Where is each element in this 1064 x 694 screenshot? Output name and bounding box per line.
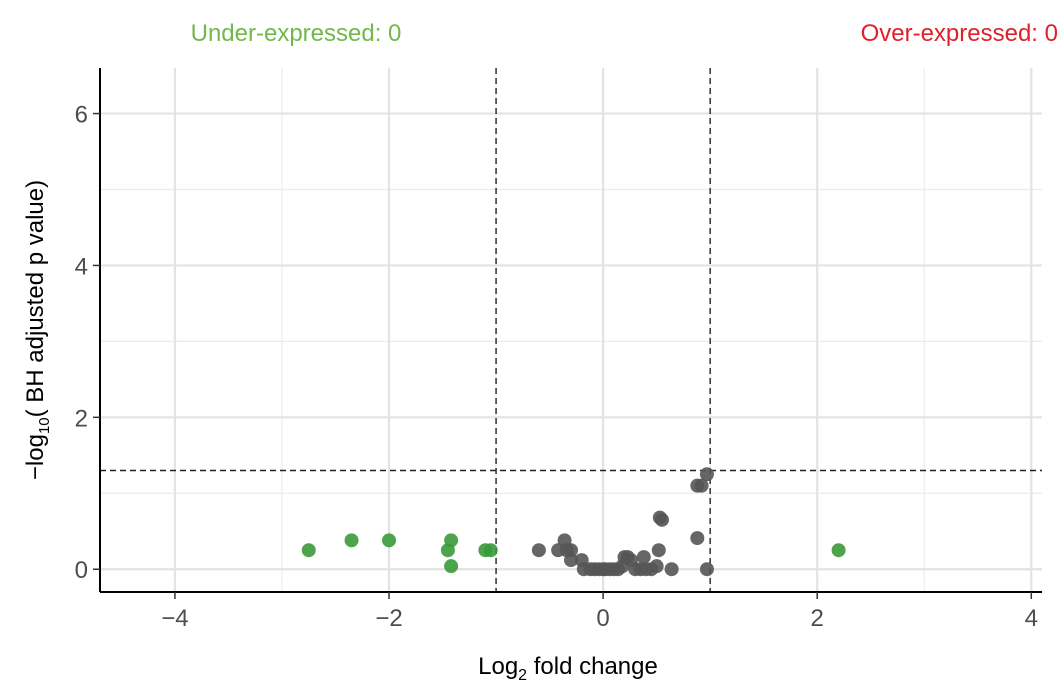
x-axis-title-subscript: 2 (518, 667, 527, 684)
significant-point (301, 543, 316, 558)
non-significant-point (564, 543, 578, 558)
significant-point (382, 533, 397, 548)
x-tick-label: 2 (811, 605, 824, 632)
non-significant-point (649, 559, 664, 574)
x-tick-label: 0 (596, 605, 609, 632)
x-tick-label: −4 (161, 605, 188, 632)
x-axis-title-main: Log (478, 653, 518, 680)
significant-point (440, 543, 455, 558)
non-significant-point (664, 562, 679, 577)
y-axis-title: −log10( BH adjusted p value) (22, 180, 53, 480)
non-significant-point (694, 478, 709, 493)
y-tick-label: 6 (75, 102, 88, 129)
non-significant-point (531, 543, 546, 558)
over-expressed-label: Over-expressed: 0 (861, 20, 1058, 47)
axes: −4 −2 0 2 4 0 2 4 6 (75, 68, 1042, 632)
y-tick-label: 0 (75, 557, 88, 584)
data-points (301, 467, 846, 577)
non-significant-point (690, 531, 705, 546)
significant-point (483, 543, 498, 558)
grid-lines (100, 68, 1042, 592)
non-significant-point (699, 467, 714, 482)
x-axis-title: Log2 fold change (478, 653, 658, 684)
x-tick-label: −2 (375, 605, 402, 632)
non-significant-point (654, 512, 669, 527)
non-significant-point (564, 553, 578, 568)
y-axis-title-subscript: 10 (36, 417, 53, 434)
x-axis-title-rest: fold change (527, 653, 658, 680)
significant-point (344, 533, 359, 548)
y-axis-title-rest: ( BH adjusted p value) (22, 180, 49, 417)
non-significant-point (699, 562, 714, 577)
non-significant-point (651, 543, 666, 558)
y-tick-label: 4 (75, 253, 88, 280)
y-axis-title-prefix: −log (22, 434, 49, 480)
x-tick-label: 4 (1025, 605, 1038, 632)
non-significant-point (636, 550, 651, 565)
under-expressed-label: Under-expressed: 0 (191, 20, 402, 47)
threshold-lines (100, 68, 1042, 592)
significant-point (444, 559, 459, 574)
significant-point (831, 543, 846, 558)
y-tick-label: 2 (75, 405, 88, 432)
